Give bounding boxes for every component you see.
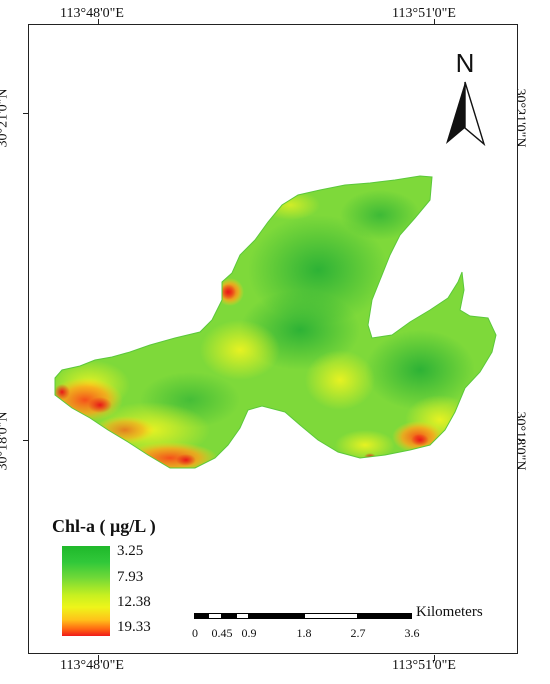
legend-value-3.25: 3.25: [117, 543, 144, 559]
scale-segment: [358, 613, 412, 619]
frame-tick: [98, 19, 99, 25]
legend-title: Chl-a ( μg/L ): [52, 516, 156, 536]
north-arrow-label: N: [456, 48, 475, 78]
scale-segment: [236, 613, 249, 619]
scale-tick-label: 3.6: [404, 626, 420, 640]
scale-tick-label: 0: [192, 626, 198, 640]
legend-color-ramp: [62, 546, 110, 636]
scale-tick-label: 0.45: [211, 626, 233, 640]
frame-tick: [23, 440, 29, 441]
scale-segment: [304, 613, 358, 619]
scale-segment: [222, 613, 236, 619]
scale-segment: [208, 613, 222, 619]
longitude-label-bottom-right: 113°51'0"E: [392, 658, 456, 673]
scale-segment: [249, 613, 304, 619]
frame-tick: [23, 113, 29, 114]
scale-tick-label: 0.9: [241, 626, 257, 640]
scale-unit-label: Kilometers: [416, 604, 483, 620]
scale-segment: [194, 613, 208, 619]
legend-value-19.33: 19.33: [117, 619, 151, 635]
frame-tick: [434, 655, 435, 661]
frame-tick: [519, 440, 525, 441]
legend-value-7.93: 7.93: [117, 569, 144, 585]
frame-tick: [519, 113, 525, 114]
lake-shoreline: [54, 175, 497, 469]
longitude-label-top-left: 113°48'0"E: [60, 6, 124, 21]
scale-tick-label: 1.8: [296, 626, 312, 640]
north-arrow-icon: N: [446, 48, 486, 147]
scale-tick-label: 2.7: [350, 626, 366, 640]
lake-water-body: [55, 176, 496, 468]
longitude-label-top-right: 113°51'0"E: [392, 6, 456, 21]
frame-tick: [434, 19, 435, 25]
legend-value-12.38: 12.38: [117, 594, 151, 610]
frame-tick: [98, 655, 99, 661]
longitude-label-bottom-left: 113°48'0"E: [60, 658, 124, 673]
